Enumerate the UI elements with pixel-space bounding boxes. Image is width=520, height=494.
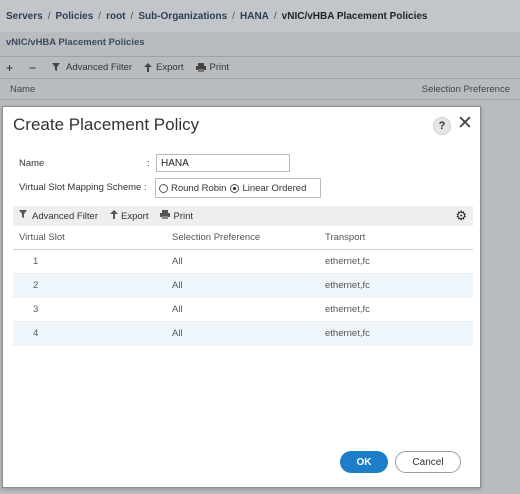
breadcrumb-separator: /: [130, 10, 134, 22]
cell-selection-preference: All: [172, 280, 183, 291]
export-icon: [144, 61, 153, 75]
remove-button[interactable]: −: [29, 61, 40, 75]
name-colon: :: [147, 158, 150, 169]
cell-selection-preference: All: [172, 328, 183, 339]
cancel-button[interactable]: Cancel: [395, 451, 461, 473]
page-title: vNIC/vHBA Placement Policies: [6, 37, 145, 48]
scheme-label: Virtual Slot Mapping Scheme :: [19, 182, 147, 193]
cell-transport: ethernet,fc: [325, 280, 370, 291]
ok-button[interactable]: OK: [340, 451, 388, 473]
table-row[interactable]: 2 All ethernet,fc: [13, 274, 473, 298]
radio-round-robin[interactable]: Round Robin: [159, 183, 226, 194]
table-header: Virtual Slot Selection Preference Transp…: [13, 226, 473, 250]
dialog-print-label: Print: [173, 210, 194, 222]
radio-round-robin-label: Round Robin: [171, 182, 227, 194]
breadcrumb-policies[interactable]: Policies: [55, 10, 94, 22]
breadcrumb-separator: /: [232, 10, 235, 22]
close-icon: ✕: [457, 113, 473, 134]
add-button[interactable]: +: [6, 61, 17, 75]
export-icon: [110, 210, 119, 222]
cell-transport: ethernet,fc: [325, 304, 370, 315]
breadcrumb-hana[interactable]: HANA: [240, 10, 269, 22]
filter-icon: [52, 61, 62, 75]
cell-selection-preference: All: [172, 304, 183, 315]
advanced-filter-label: Advanced Filter: [66, 62, 133, 73]
dialog-title: Create Placement Policy: [13, 115, 200, 134]
breadcrumb-current: vNIC/vHBA Placement Policies: [281, 10, 428, 22]
gear-icon[interactable]: ⚙: [455, 208, 467, 223]
print-label: Print: [209, 62, 230, 73]
column-transport[interactable]: Transport: [325, 232, 366, 243]
cell-virtual-slot: 3: [33, 304, 39, 315]
print-icon: [160, 210, 171, 222]
minus-icon: −: [29, 60, 37, 75]
print-icon: [195, 61, 206, 75]
radio-checked-icon: [230, 183, 240, 193]
plus-icon: +: [6, 60, 14, 75]
breadcrumb-separator: /: [98, 10, 102, 22]
cell-transport: ethernet,fc: [325, 256, 370, 267]
background-table-header: Name Selection Preference: [0, 78, 520, 100]
name-label: Name: [19, 158, 45, 169]
name-input[interactable]: [156, 154, 290, 172]
filter-icon: [19, 210, 29, 222]
radio-linear-ordered[interactable]: Linear Ordered: [230, 183, 306, 194]
dialog-advanced-filter-label: Advanced Filter: [32, 210, 99, 222]
column-selection-preference[interactable]: Selection Preference: [421, 83, 510, 95]
column-virtual-slot[interactable]: Virtual Slot: [19, 232, 65, 243]
table-row[interactable]: 3 All ethernet,fc: [13, 298, 473, 322]
cell-selection-preference: All: [172, 256, 183, 267]
cell-virtual-slot: 4: [33, 328, 39, 339]
mapping-scheme-radio-group: Round Robin Linear Ordered: [155, 178, 321, 198]
dialog-export-label: Export: [121, 210, 149, 222]
dialog-toolbar: Advanced Filter Export Print ⚙: [13, 206, 473, 226]
column-name[interactable]: Name: [10, 83, 36, 95]
column-selection-preference[interactable]: Selection Preference: [172, 232, 261, 243]
table-row[interactable]: 4 All ethernet,fc: [13, 322, 473, 346]
cell-virtual-slot: 2: [33, 280, 39, 291]
dialog-print-button[interactable]: Print: [160, 210, 193, 222]
breadcrumb-sub-organizations[interactable]: Sub-Organizations: [138, 10, 228, 22]
dialog-advanced-filter-button[interactable]: Advanced Filter: [19, 210, 98, 222]
table-row[interactable]: 1 All ethernet,fc: [13, 250, 473, 274]
breadcrumb-root[interactable]: root: [106, 10, 126, 22]
advanced-filter-button[interactable]: Advanced Filter: [52, 61, 132, 75]
radio-unchecked-icon: [159, 183, 168, 193]
breadcrumb-separator: /: [47, 10, 51, 22]
export-button[interactable]: Export: [144, 61, 184, 75]
create-placement-policy-dialog: Create Placement Policy ? ✕ Name : Virtu…: [2, 106, 481, 488]
breadcrumb-servers[interactable]: Servers: [6, 10, 43, 22]
close-button[interactable]: ✕: [457, 114, 473, 134]
export-label: Export: [156, 62, 184, 73]
cell-virtual-slot: 1: [33, 256, 39, 267]
print-button[interactable]: Print: [195, 61, 230, 75]
dialog-export-button[interactable]: Export: [110, 210, 148, 222]
help-button[interactable]: ?: [433, 117, 451, 135]
breadcrumb: Servers / Policies / root / Sub-Organiza…: [0, 0, 520, 32]
cell-transport: ethernet,fc: [325, 328, 370, 339]
breadcrumb-separator: /: [273, 10, 277, 22]
background-toolbar: + − Advanced Filter Export Print: [0, 56, 520, 78]
radio-linear-ordered-label: Linear Ordered: [242, 182, 307, 194]
help-icon: ?: [438, 120, 446, 132]
slot-table: Virtual Slot Selection Preference Transp…: [13, 226, 473, 346]
